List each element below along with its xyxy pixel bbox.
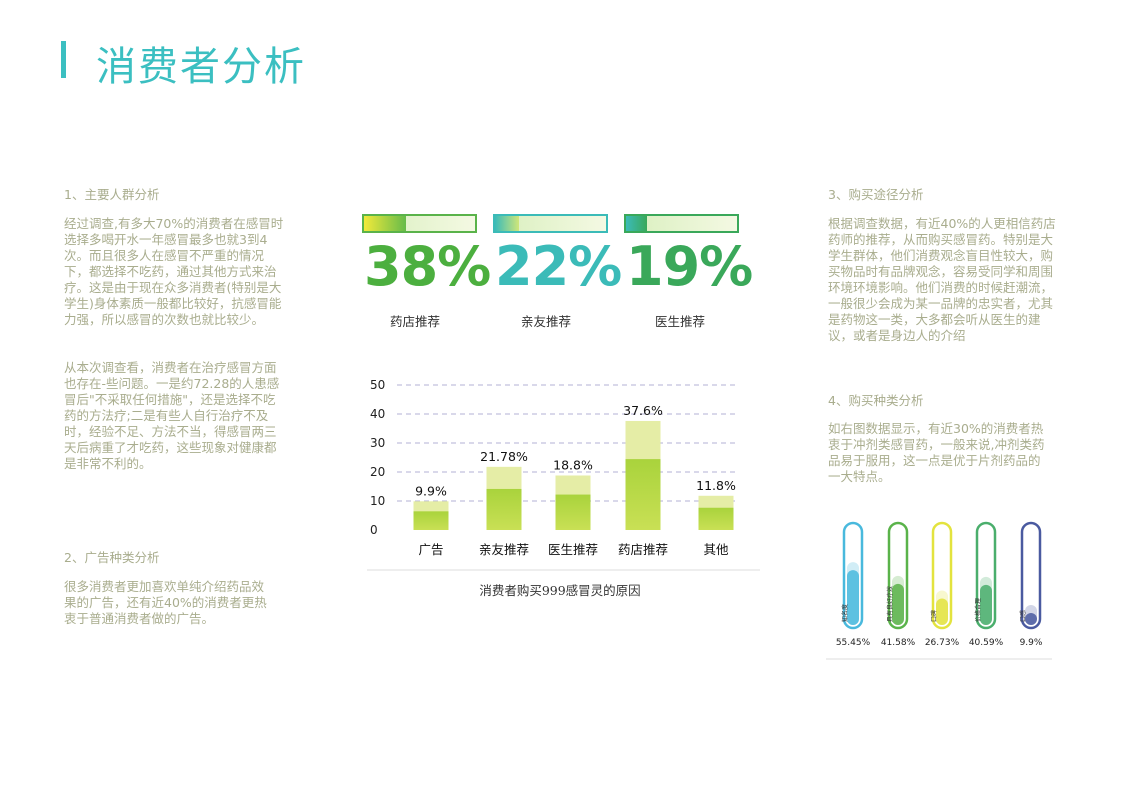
- section-1-paragraph-2: 从本次调查看，消费者在治疗感冒方面也存在-些问题。一是约72.28的人患感冒后"…: [64, 360, 280, 471]
- x-tick-label: 药店推荐: [618, 542, 668, 557]
- reasons-bar-chart: 0 10 20 30 40 50 广告 9.9% 亲友推荐 21.78% 医生推荐 18.8% 药店推荐…: [367, 378, 760, 571]
- tube-value-label: 26.73%: [925, 638, 960, 648]
- x-tick-label: 广告: [418, 542, 443, 557]
- tube-fill: [980, 584, 992, 625]
- section-3-heading: 3、购买途径分析: [828, 187, 924, 202]
- tube-value-label: 40.59%: [969, 638, 1004, 648]
- highlight-label-friends: 亲友推荐: [521, 314, 572, 329]
- highlight-bar-friends: [493, 214, 608, 233]
- tube-fill: [1025, 613, 1037, 625]
- highlight-value-pharmacy: 38%: [364, 235, 491, 298]
- highlight-bar-fill: [364, 216, 407, 231]
- purchase-factors-tube-chart: 知名度 55.45% 具有良好疗效 41.58% 口碑 26.73% 价格合理 40.59% 口…: [826, 521, 1052, 660]
- y-tick-label: 50: [370, 378, 385, 392]
- section-2-paragraph: 很多消费者更加喜欢单纯介绍药品效果的广告，还有近40%的消费者更热衷于普通消费者…: [64, 579, 267, 626]
- tube-fill: [892, 583, 904, 625]
- tube-fill: [936, 598, 948, 625]
- highlight-bar-pharmacy: [362, 214, 477, 233]
- highlight-value-friends: 22%: [495, 235, 622, 298]
- section-1-heading: 1、主要人群分析: [64, 187, 160, 202]
- highlight-label-doctor: 医生推荐: [655, 314, 706, 329]
- page-title: 消费者分析: [96, 44, 306, 90]
- data-label: 18.8%: [553, 457, 593, 472]
- tube-value-label: 55.45%: [836, 638, 871, 648]
- y-tick-label: 40: [370, 407, 385, 421]
- highlight-bar-fill: [626, 216, 648, 231]
- chart-caption: 消费者购买999感冒灵的原因: [479, 583, 641, 598]
- y-tick-label: 20: [370, 465, 385, 479]
- y-tick-label: 30: [370, 436, 385, 450]
- data-label: 11.8%: [696, 478, 736, 493]
- tube: [1020, 521, 1042, 630]
- y-tick-label: 10: [370, 494, 385, 508]
- tube-value-label: 41.58%: [881, 638, 916, 648]
- section-1-paragraph-1: 经过调查,有多大70%的消费者在感冒时选择多喝开水一年感冒最多也就3到4次。而且…: [64, 216, 284, 327]
- x-tick-label: 其他: [703, 542, 729, 557]
- tube-value-label: 9.9%: [1020, 638, 1043, 648]
- section-2-heading: 2、广告种类分析: [64, 550, 160, 565]
- highlight-bar-fill: [495, 216, 520, 231]
- bar-fill: [413, 511, 449, 530]
- data-label: 21.78%: [480, 449, 528, 464]
- tube-category-label: 具有良好疗效: [886, 586, 894, 622]
- tube-category-label: 价格合理: [974, 598, 982, 622]
- title-accent-bar: [61, 41, 66, 78]
- bar-fill: [698, 507, 734, 530]
- data-label: 37.6%: [623, 403, 663, 418]
- y-tick-label: 0: [370, 523, 378, 537]
- data-label: 9.9%: [415, 483, 447, 498]
- tube-category-label: 口碑: [930, 610, 938, 622]
- section-3-paragraph: 根据调查数据，有近40%的人更相信药店药师的推荐，从而购买感冒药。特别是大学生群…: [828, 216, 1056, 343]
- bar-fill: [555, 494, 591, 530]
- x-tick-label: 亲友推荐: [479, 542, 529, 557]
- highlight-bar-doctor: [624, 214, 739, 233]
- bar-fill: [486, 488, 522, 530]
- tube-category-label: 知名度: [841, 604, 849, 622]
- x-tick-label: 医生推荐: [548, 542, 598, 557]
- highlight-label-pharmacy: 药店推荐: [390, 314, 441, 329]
- section-4-heading: 4、购买种类分析: [828, 393, 924, 408]
- tube-fill: [847, 570, 859, 625]
- highlight-value-doctor: 19%: [626, 235, 753, 298]
- bar-fill: [625, 459, 661, 530]
- section-4-paragraph: 如右图数据显示，有近30%的消费者热衷于冲剂类感冒药，一般来说,冲剂类药品易于服…: [828, 421, 1045, 484]
- tube-category-label: 口感: [1019, 610, 1027, 622]
